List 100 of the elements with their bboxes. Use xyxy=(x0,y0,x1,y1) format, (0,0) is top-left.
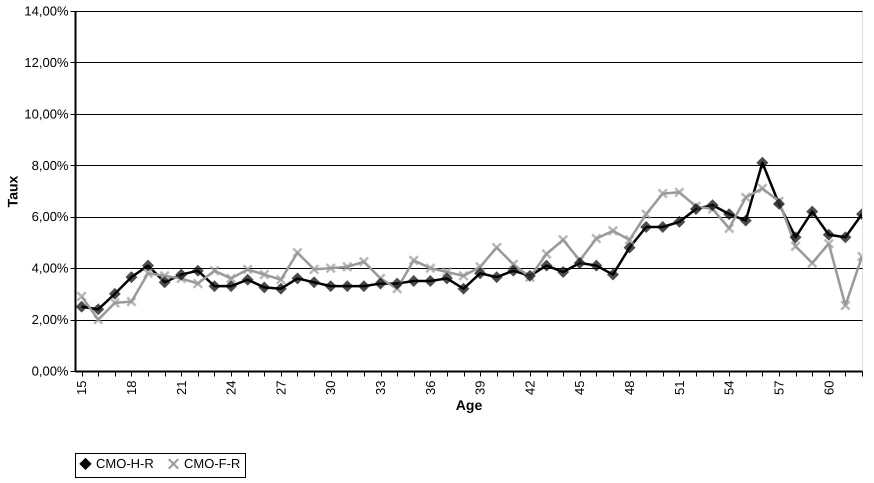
x-tick-label: 36 xyxy=(422,380,438,395)
point xyxy=(474,268,486,279)
legend-label: CMO-F-R xyxy=(184,456,240,471)
point xyxy=(657,222,668,232)
y-tick-label: 2,00% xyxy=(32,312,69,328)
point xyxy=(375,278,386,290)
point xyxy=(640,208,652,220)
point xyxy=(756,157,768,168)
point xyxy=(823,229,834,240)
point xyxy=(756,182,768,194)
point xyxy=(707,200,718,211)
point xyxy=(142,260,154,272)
point xyxy=(209,280,220,292)
point xyxy=(624,242,635,254)
point xyxy=(674,186,685,198)
point xyxy=(408,254,420,266)
point xyxy=(308,276,320,288)
point xyxy=(176,269,187,280)
point xyxy=(308,264,320,275)
point xyxy=(424,276,436,286)
x-tick-label: 54 xyxy=(722,380,737,395)
point xyxy=(242,264,254,275)
point xyxy=(491,242,502,254)
point xyxy=(774,198,784,210)
point xyxy=(325,280,336,292)
point xyxy=(806,258,818,268)
point xyxy=(159,270,170,282)
x-tick-label: 60 xyxy=(821,380,836,395)
point xyxy=(740,192,752,203)
x-tick-label: 21 xyxy=(174,380,189,395)
x-tick-label: 18 xyxy=(124,380,139,395)
x-tick-label: 39 xyxy=(472,380,488,395)
x-tick-label: 30 xyxy=(323,380,338,395)
point xyxy=(76,290,88,302)
point xyxy=(558,266,569,278)
point xyxy=(192,278,204,290)
point xyxy=(508,265,519,276)
x-tick-label: 48 xyxy=(622,380,638,395)
point xyxy=(541,248,552,260)
point xyxy=(508,258,519,270)
point xyxy=(441,272,452,284)
x-tick-label: 42 xyxy=(522,380,538,395)
point xyxy=(142,268,154,279)
x-tick-label: 15 xyxy=(74,380,90,395)
y-tick-label: 6,00% xyxy=(32,209,69,224)
point xyxy=(724,222,735,234)
point xyxy=(126,296,137,308)
point xyxy=(558,234,569,246)
point xyxy=(226,272,237,284)
point xyxy=(342,261,353,272)
point xyxy=(92,314,104,326)
point xyxy=(840,232,851,243)
legend-label: CMO-H-R xyxy=(96,456,154,471)
y-tick-label: 8,00% xyxy=(32,158,69,173)
x-tick-label: 57 xyxy=(771,380,786,395)
point xyxy=(392,278,403,290)
y-tick-label: 4,00% xyxy=(32,260,69,276)
point xyxy=(109,288,120,300)
point xyxy=(790,240,802,252)
point xyxy=(823,238,834,250)
point xyxy=(724,208,735,220)
y-tick-label: 14,00% xyxy=(24,4,69,18)
y-axis-title: Taux xyxy=(4,175,20,208)
point xyxy=(209,265,220,276)
point xyxy=(441,266,452,278)
x-tick-label: 27 xyxy=(273,380,288,395)
point xyxy=(624,234,635,246)
point xyxy=(424,262,436,274)
point xyxy=(126,272,137,283)
point xyxy=(275,274,286,286)
point xyxy=(541,260,552,272)
point xyxy=(109,297,120,308)
point xyxy=(159,276,170,288)
point xyxy=(590,233,602,244)
x-tick-label: 45 xyxy=(572,380,588,395)
point xyxy=(325,262,336,274)
point xyxy=(258,282,270,293)
point xyxy=(674,216,685,228)
x-axis-title: Age xyxy=(456,396,482,413)
point xyxy=(806,206,818,218)
y-tick-label: 0,00% xyxy=(32,364,69,378)
point xyxy=(657,188,668,200)
point xyxy=(740,215,752,226)
point xyxy=(358,256,370,268)
point xyxy=(590,260,602,272)
point xyxy=(491,272,502,283)
point xyxy=(275,283,286,294)
point xyxy=(92,304,104,315)
y-tick-label: 12,00% xyxy=(24,54,69,70)
y-tick-label: 10,00% xyxy=(24,106,69,122)
point xyxy=(292,247,303,258)
point xyxy=(690,204,702,214)
point xyxy=(226,280,237,292)
point xyxy=(242,274,254,286)
point xyxy=(342,280,353,292)
point xyxy=(790,232,802,243)
point xyxy=(192,265,204,276)
point xyxy=(574,258,586,268)
point xyxy=(458,270,469,282)
point xyxy=(458,283,469,294)
